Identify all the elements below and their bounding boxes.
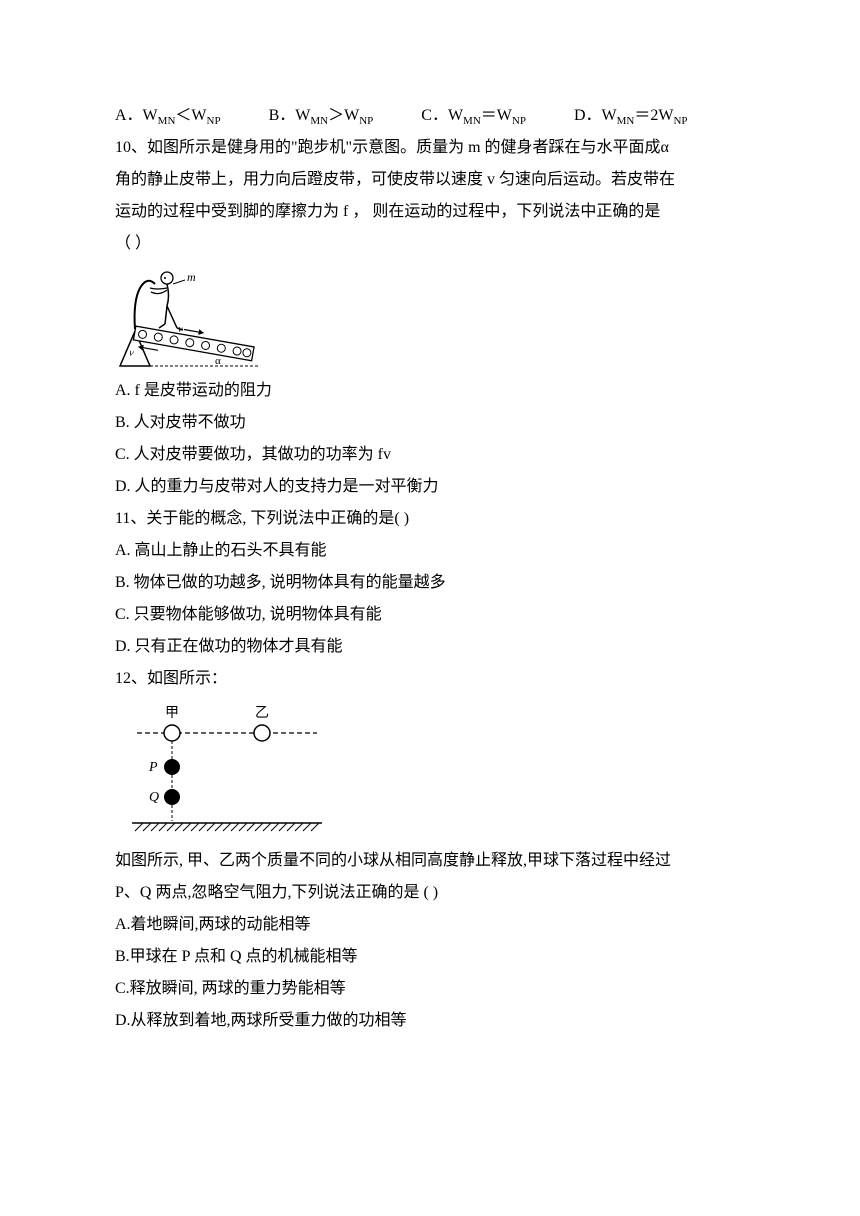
q9-optB-mid: ＞W <box>328 107 359 124</box>
q12-optC: C.释放瞬间, 两球的重力势能相等 <box>115 973 745 1005</box>
q9-optC: C．WMN＝WNP <box>421 100 526 132</box>
q9-optC-prefix: C．W <box>421 107 463 124</box>
q10-figure: v v α m <box>115 266 265 371</box>
q11-optB: B. 物体已做的功越多, 说明物体具有的能量越多 <box>115 567 745 599</box>
svg-text:甲: 甲 <box>165 706 179 721</box>
q10-stem-line2: 角的静止皮带上，用力向后蹬皮带，可使皮带以速度 v 匀速向后运动。若皮带在 <box>115 164 745 196</box>
svg-text:m: m <box>187 270 196 284</box>
q9-optA-prefix: A．W <box>115 107 158 124</box>
svg-text:乙: 乙 <box>255 705 269 721</box>
q10-optA: A. f 是皮带运动的阻力 <box>115 375 745 407</box>
q11-stem: 11、关于能的概念, 下列说法中正确的是( ) <box>115 503 745 535</box>
q9-optD-sub1: MN <box>617 115 635 127</box>
svg-text:α: α <box>215 355 221 367</box>
q12-stem2b: P、Q 两点,忽略空气阻力,下列说法正确的是 ( ) <box>115 877 745 909</box>
svg-text:v: v <box>128 348 135 360</box>
q12-optB: B.甲球在 P 点和 Q 点的机械能相等 <box>115 941 745 973</box>
q9-optB-sub1: MN <box>310 115 328 127</box>
q11-optA: A. 高山上静止的石头不具有能 <box>115 535 745 567</box>
q10-stem-line1: 10、如图所示是健身用的"跑步机"示意图。质量为 m 的健身者踩在与水平面成α <box>115 132 745 164</box>
q9-optD-prefix: D．W <box>574 107 617 124</box>
q9-optB: B．WMN＞WNP <box>269 100 374 132</box>
q9-optD-sub2: NP <box>673 115 687 127</box>
q10-stem-line3: 运动的过程中受到脚的摩擦力为 f ， 则在运动的过程中，下列说法中正确的是 <box>115 196 745 228</box>
svg-text:Q: Q <box>149 790 159 805</box>
q9-options: A．WMN＜WNP B．WMN＞WNP C．WMN＝WNP D．WMN＝2WNP <box>115 100 745 132</box>
q12-stem2a: 如图所示, 甲、乙两个质量不同的小球从相同高度静止释放,甲球下落过程中经过 <box>115 845 745 877</box>
q10-optD: D. 人的重力与皮带对人的支持力是一对平衡力 <box>115 471 745 503</box>
q9-optC-sub1: MN <box>463 115 481 127</box>
q9-optA: A．WMN＜WNP <box>115 100 221 132</box>
q12-optA: A.着地瞬间,两球的动能相等 <box>115 909 745 941</box>
q10-optB: B. 人对皮带不做功 <box>115 407 745 439</box>
q9-optD: D．WMN＝2WNP <box>574 100 688 132</box>
q11-optC: C. 只要物体能够做功, 说明物体具有能 <box>115 599 745 631</box>
q9-optB-sub2: NP <box>359 115 373 127</box>
q10-optC: C. 人对皮带要做功，其做功的功率为 fv <box>115 439 745 471</box>
q11-optD: D. 只有正在做功的物体才具有能 <box>115 631 745 663</box>
q12-stem: 12、如图所示： <box>115 663 745 695</box>
q9-optD-mid: ＝2W <box>634 107 673 124</box>
q9-optA-sub1: MN <box>158 115 176 127</box>
q9-optA-sub2: NP <box>207 115 221 127</box>
q10-stem-line4: （ ） <box>115 228 745 260</box>
q12-figure: 甲 乙 P Q <box>127 701 327 841</box>
q9-optB-prefix: B．W <box>269 107 311 124</box>
q9-optC-sub2: NP <box>512 115 526 127</box>
q9-optA-mid: ＜W <box>175 107 206 124</box>
svg-text:P: P <box>148 760 158 775</box>
q9-optC-mid: ＝W <box>481 107 512 124</box>
q12-optD: D.从释放到着地,两球所受重力做的功相等 <box>115 1005 745 1037</box>
